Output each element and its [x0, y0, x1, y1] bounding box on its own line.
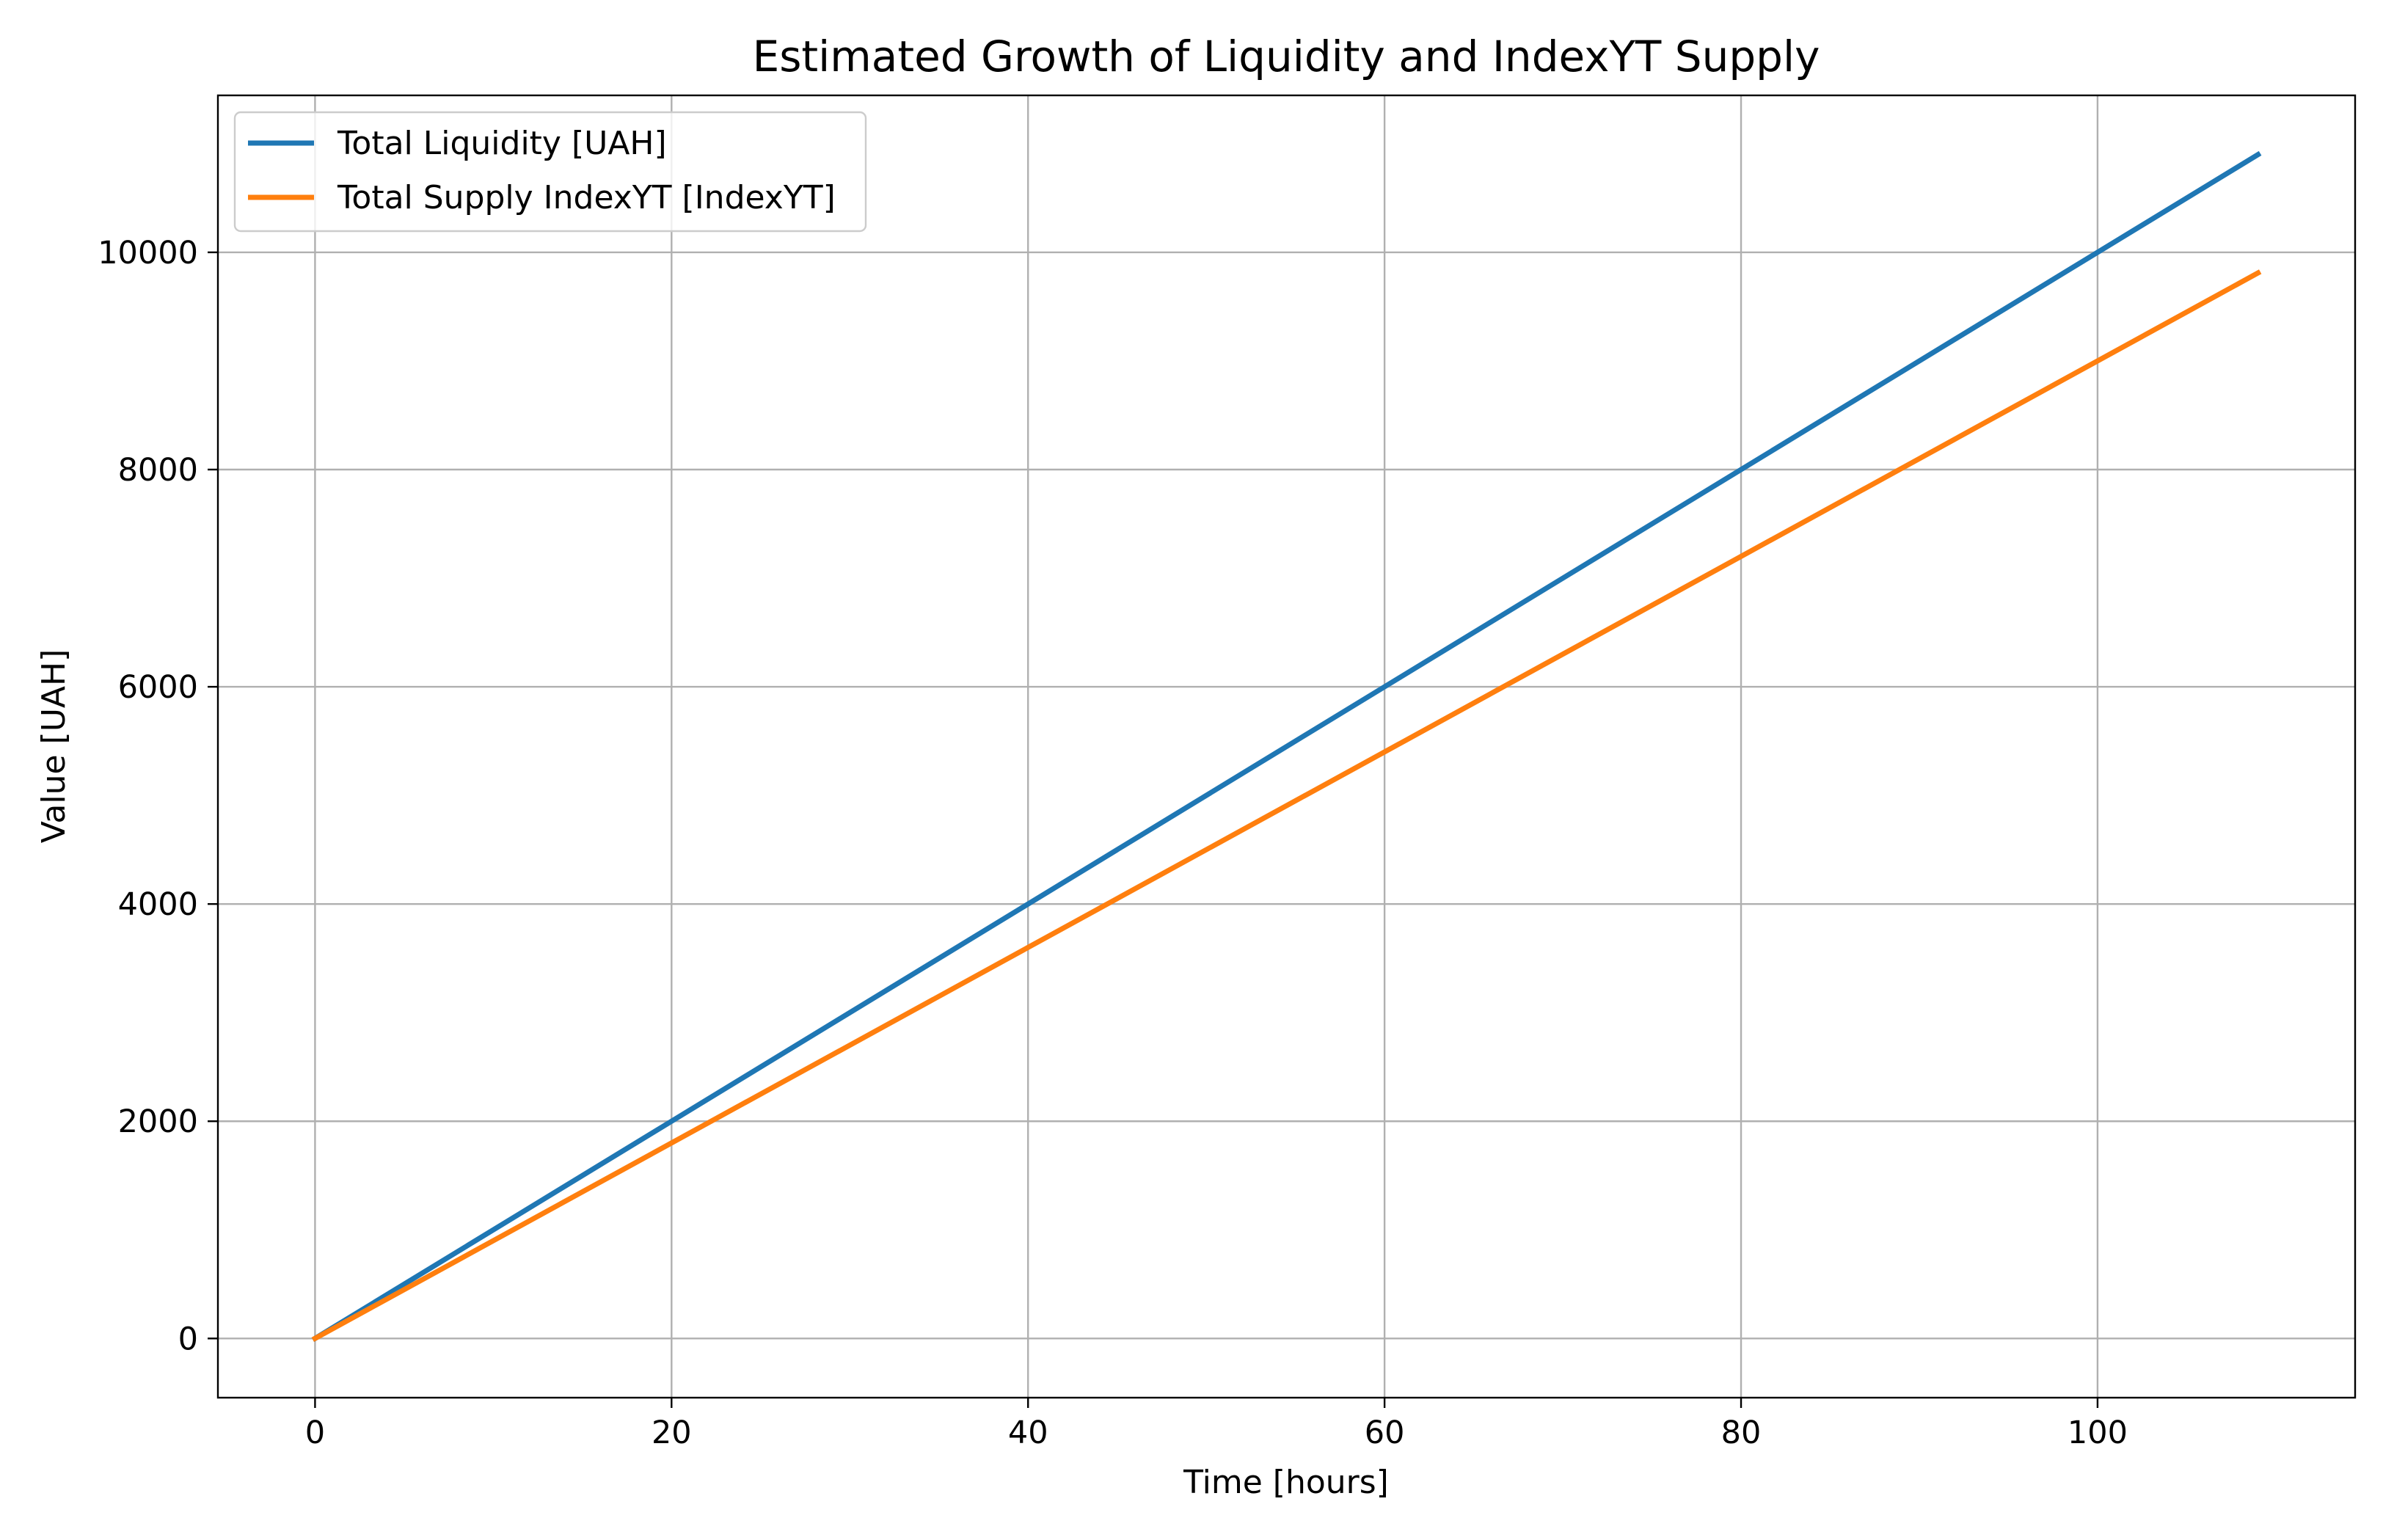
legend-label: Total Supply IndexYT [IndexYT]	[337, 179, 836, 216]
plot-frame	[216, 94, 2357, 1399]
y-tick-label: 0	[178, 1321, 198, 1357]
y-tick-label: 6000	[118, 669, 198, 706]
y-tick-label: 8000	[118, 452, 198, 489]
y-tick-label: 10000	[98, 235, 198, 271]
x-tick-label: 60	[1365, 1415, 1405, 1451]
y-axis-label: Value [UAH]	[35, 649, 73, 844]
series-line-1	[311, 150, 2262, 1343]
y-tick-label: 2000	[118, 1103, 198, 1140]
legend: Total Liquidity [UAH] Total Supply IndexY…	[233, 111, 867, 233]
series-lines	[311, 150, 2262, 1343]
series-line-2	[311, 269, 2262, 1343]
x-tick-label: 20	[652, 1415, 692, 1451]
x-axis-label: Time [hours]	[1183, 1464, 1389, 1501]
x-tick-label: 40	[1008, 1415, 1048, 1451]
chart-title: Estimated Growth of Liquidity and IndexY…	[753, 32, 1820, 81]
legend-label: Total Liquidity [UAH]	[337, 125, 667, 162]
legend-box	[233, 111, 867, 233]
x-tick-label: 0	[305, 1415, 325, 1451]
grid	[218, 95, 2355, 1398]
y-tick-label: 4000	[118, 886, 198, 923]
x-tick-label: 80	[1721, 1415, 1762, 1451]
axis-ticks: 0 20 40 60 80 100 0 2000 4000 6000 8000 10000	[98, 235, 2128, 1451]
x-tick-label: 100	[2068, 1415, 2128, 1451]
